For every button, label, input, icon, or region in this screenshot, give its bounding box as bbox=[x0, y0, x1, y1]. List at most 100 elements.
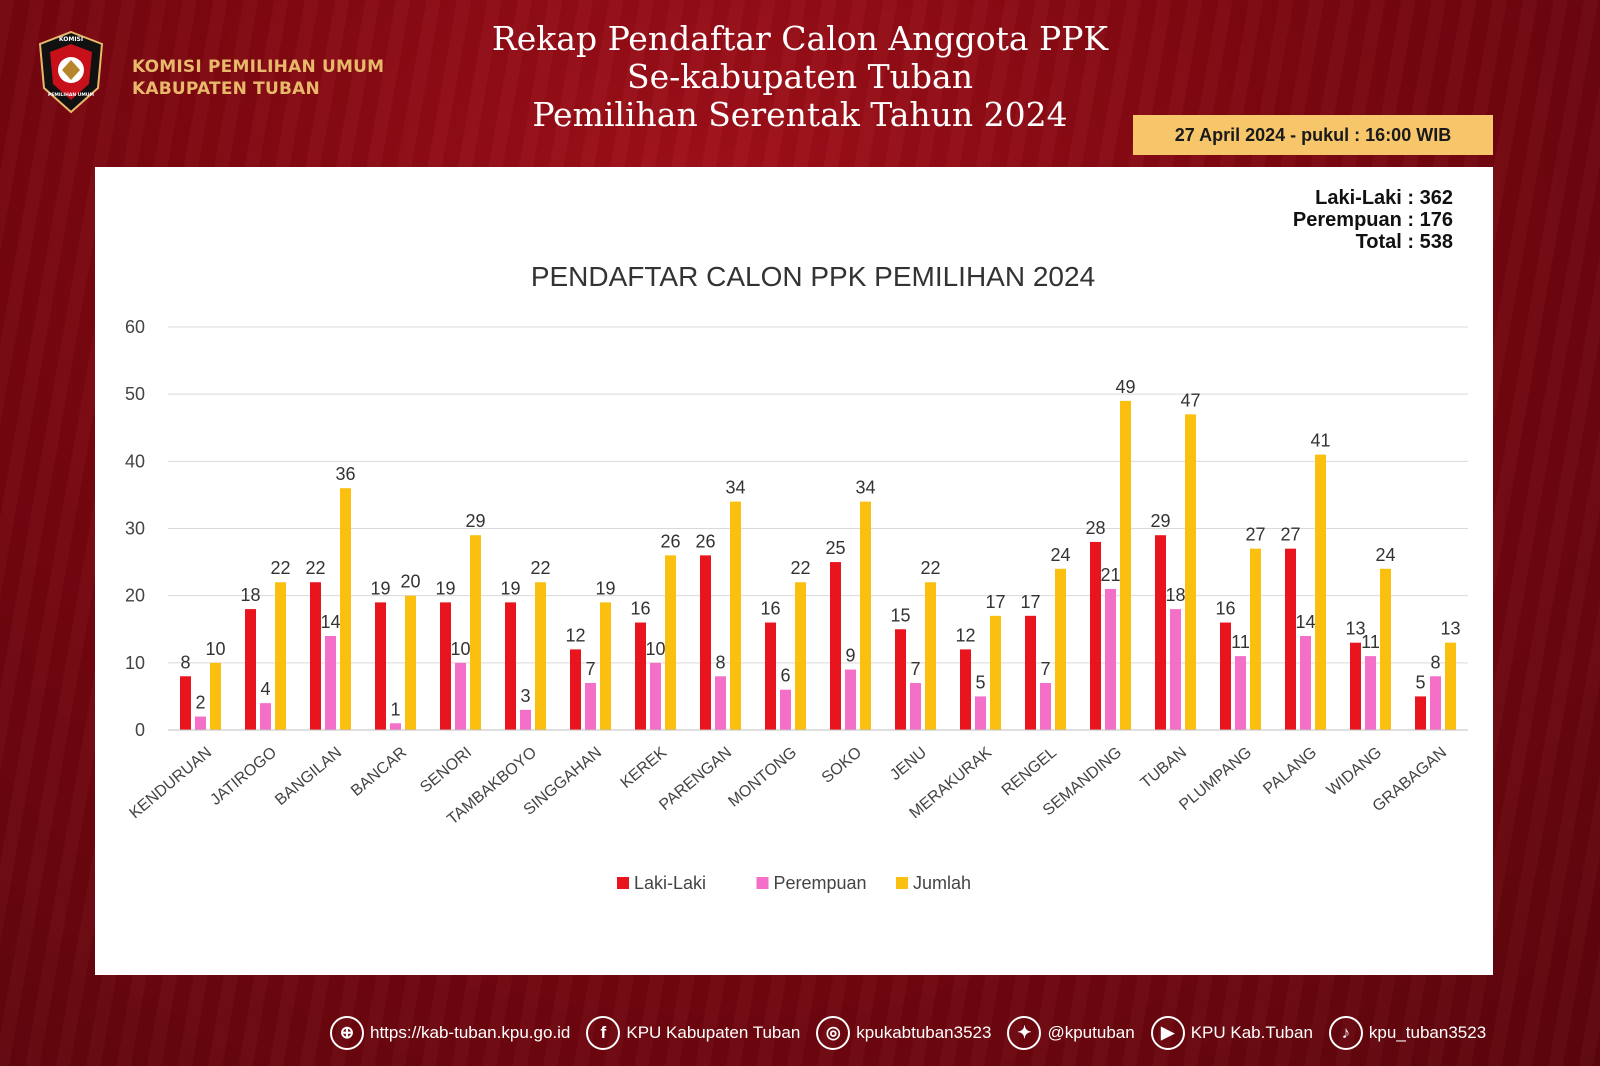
data-label: 2 bbox=[195, 693, 205, 713]
social-link-tiktok[interactable]: ♪ kpu_tuban3523 bbox=[1328, 1016, 1487, 1050]
data-label: 19 bbox=[435, 578, 455, 598]
bar-jumlah bbox=[210, 662, 221, 730]
bar-perempuan bbox=[260, 703, 271, 730]
data-label: 25 bbox=[825, 538, 845, 558]
bar-chart: PENDAFTAR CALON PPK PEMILIHAN 2024 0 10 20 3… bbox=[125, 261, 1468, 893]
social-label: https://kab-tuban.kpu.go.id bbox=[370, 1023, 571, 1042]
y-tick-label: 30 bbox=[125, 519, 145, 539]
bar-jumlah bbox=[665, 555, 676, 730]
data-label: 9 bbox=[845, 646, 855, 666]
bar-perempuan bbox=[650, 662, 661, 730]
bar-laki-laki bbox=[440, 602, 451, 730]
data-label: 24 bbox=[1050, 545, 1070, 565]
bar-perempuan bbox=[1300, 635, 1311, 730]
bar-laki-laki bbox=[505, 602, 516, 730]
legend-label: Laki-Laki bbox=[634, 873, 706, 893]
x-tick-label: JENU bbox=[887, 744, 930, 784]
data-label: 13 bbox=[1345, 619, 1365, 639]
data-label: 22 bbox=[270, 558, 290, 578]
bar-laki-laki bbox=[1285, 548, 1296, 730]
data-label: 49 bbox=[1115, 377, 1135, 397]
social-link-instagram[interactable]: ◎ kpukabtuban3523 bbox=[816, 1016, 991, 1050]
bar-perempuan bbox=[520, 709, 531, 730]
data-label: 19 bbox=[370, 578, 390, 598]
page-title: Rekap Pendaftar Calon Anggota PPK Se-kab… bbox=[420, 20, 1180, 134]
bar-perempuan bbox=[975, 696, 986, 730]
data-label: 22 bbox=[920, 558, 940, 578]
social-footer: ⊕ https://kab-tuban.kpu.go.id f KPU Kabupat… bbox=[330, 1010, 1580, 1056]
data-label: 22 bbox=[790, 558, 810, 578]
total-male: Laki-Laki : 362 bbox=[1315, 187, 1453, 209]
data-label: 13 bbox=[1440, 619, 1460, 639]
data-label: 19 bbox=[595, 578, 615, 598]
bar-jumlah bbox=[860, 501, 871, 730]
data-label: 8 bbox=[1430, 652, 1440, 672]
org-line-2: KABUPATEN TUBAN bbox=[132, 79, 320, 99]
data-label: 3 bbox=[520, 686, 530, 706]
bar-jumlah bbox=[925, 582, 936, 730]
logo-bottom-text: PEMILIHAN UMUM bbox=[48, 92, 94, 98]
bar-jumlah bbox=[730, 501, 741, 730]
bar-perempuan bbox=[1365, 656, 1376, 730]
totals-summary: Laki-Laki : 362 Perempuan : 176 Total : … bbox=[1293, 187, 1453, 253]
data-label: 27 bbox=[1245, 525, 1265, 545]
data-label: 4 bbox=[260, 679, 270, 699]
data-label: 22 bbox=[530, 558, 550, 578]
data-label: 14 bbox=[320, 612, 340, 632]
bar-perempuan bbox=[1170, 609, 1181, 730]
legend-swatch bbox=[896, 877, 908, 889]
bar-laki-laki bbox=[180, 676, 191, 730]
bar-jumlah bbox=[1315, 454, 1326, 730]
social-link-twitter[interactable]: ✦ @kputuban bbox=[1007, 1016, 1135, 1050]
title-line-3: Pemilihan Serentak Tahun 2024 bbox=[532, 95, 1068, 134]
data-label: 10 bbox=[450, 639, 470, 659]
y-tick-label: 0 bbox=[135, 720, 145, 740]
bar-laki-laki bbox=[700, 555, 711, 730]
bar-laki-laki bbox=[1025, 615, 1036, 730]
social-label: @kputuban bbox=[1047, 1023, 1135, 1042]
total-female: Perempuan : 176 bbox=[1292, 209, 1453, 231]
bar-jumlah bbox=[795, 582, 806, 730]
data-label: 16 bbox=[1215, 599, 1235, 619]
x-tick-label: KENDURUAN bbox=[127, 744, 216, 822]
legend-label: Perempuan bbox=[774, 873, 867, 893]
org-line-1: KOMISI PEMILIHAN UMUM bbox=[132, 57, 385, 77]
data-label: 26 bbox=[660, 531, 680, 551]
x-tick-label: BANCAR bbox=[348, 744, 410, 800]
kpu-logo: KOMISI PEMILIHAN UMUM bbox=[38, 30, 104, 114]
data-label: 7 bbox=[910, 659, 920, 679]
logo-top-text: KOMISI bbox=[59, 36, 83, 43]
y-tick-label: 10 bbox=[125, 653, 145, 673]
bar-laki-laki bbox=[1415, 696, 1426, 730]
bar-jumlah bbox=[470, 535, 481, 730]
bar-perempuan bbox=[390, 723, 401, 730]
bar-perempuan bbox=[845, 669, 856, 730]
bar-perempuan bbox=[1105, 588, 1116, 730]
data-label: 36 bbox=[335, 464, 355, 484]
x-tick-label: JATIROGO bbox=[207, 744, 280, 809]
title-line-1: Rekap Pendaftar Calon Anggota PPK bbox=[491, 19, 1109, 58]
x-tick-label: SOKO bbox=[819, 744, 865, 787]
y-tick-label: 40 bbox=[125, 451, 145, 471]
bar-laki-laki bbox=[765, 622, 776, 730]
bar-jumlah bbox=[275, 582, 286, 730]
social-link-youtube[interactable]: ▶ KPU Kab.Tuban bbox=[1150, 1016, 1313, 1050]
social-link-facebook[interactable]: f KPU Kabupaten Tuban bbox=[586, 1016, 800, 1050]
bar-perempuan bbox=[585, 682, 596, 730]
data-label: 27 bbox=[1280, 525, 1300, 545]
instagram-icon: ◎ bbox=[816, 1016, 851, 1050]
bar-laki-laki bbox=[245, 609, 256, 730]
legend-label: Jumlah bbox=[913, 873, 971, 893]
x-tick-label: KEREK bbox=[618, 744, 671, 792]
social-label: kpu_tuban3523 bbox=[1368, 1023, 1487, 1042]
bar-laki-laki bbox=[570, 649, 581, 730]
data-label: 8 bbox=[715, 652, 725, 672]
data-label: 15 bbox=[890, 605, 910, 625]
bar-jumlah bbox=[340, 488, 351, 730]
x-tick-label: BANGILAN bbox=[272, 744, 345, 809]
data-label: 20 bbox=[400, 572, 420, 592]
bar-laki-laki bbox=[1155, 535, 1166, 730]
bar-jumlah bbox=[1380, 568, 1391, 730]
social-link-globe[interactable]: ⊕ https://kab-tuban.kpu.go.id bbox=[330, 1016, 570, 1050]
data-label: 24 bbox=[1375, 545, 1395, 565]
